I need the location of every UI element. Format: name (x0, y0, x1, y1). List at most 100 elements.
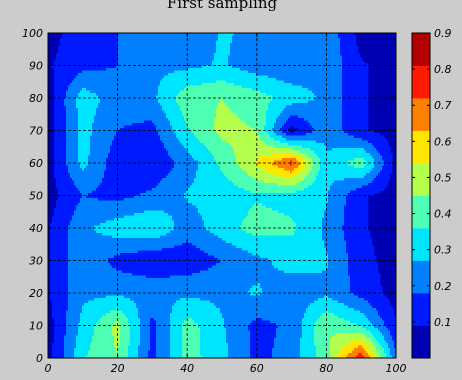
contour-cell (166, 43, 168, 46)
contour-cell (332, 41, 334, 44)
contour-cell (108, 51, 110, 54)
contour-cell (316, 36, 318, 39)
contour-cell (304, 61, 306, 64)
contour-cell (334, 53, 336, 56)
contour-cell (212, 41, 214, 44)
contour-cell (128, 41, 130, 44)
contour-cell (334, 38, 336, 41)
contour-cell (338, 66, 340, 69)
contour-cell (122, 41, 124, 44)
contour-cell (346, 38, 348, 41)
contour-cell (236, 68, 238, 71)
contour-cell (140, 68, 142, 71)
contour-cell (236, 51, 238, 54)
contour-cell (68, 73, 70, 76)
contour-cell (138, 38, 140, 41)
contour-cell (112, 46, 114, 49)
contour-cell (310, 66, 312, 69)
contour-cell (238, 66, 240, 69)
contour-cell (106, 38, 108, 41)
contour-cell (176, 41, 178, 44)
contour-cell (72, 38, 74, 41)
contour-cell (352, 41, 354, 44)
contour-cell (96, 61, 98, 64)
contour-cell (252, 43, 254, 46)
contour-cell (212, 53, 214, 56)
contour-cell (60, 56, 62, 59)
contour-cell (320, 43, 322, 46)
contour-cell (304, 41, 306, 44)
contour-cell (214, 71, 216, 74)
contour-cell (366, 66, 368, 69)
contour-cell (218, 61, 220, 64)
contour-cell (170, 53, 172, 56)
contour-cell (62, 53, 64, 56)
contour-cell (64, 56, 66, 59)
contour-cell (176, 51, 178, 54)
contour-cell (106, 61, 108, 64)
contour-cell (198, 38, 200, 41)
contour-cell (150, 68, 152, 71)
contour-cell (246, 63, 248, 66)
contour-cell (72, 43, 74, 46)
contour-cell (348, 61, 350, 64)
contour-cell (86, 56, 88, 59)
contour-cell (104, 71, 106, 74)
contour-cell (54, 73, 56, 76)
contour-cell (282, 51, 284, 54)
contour-cell (318, 46, 320, 49)
contour-cell (222, 58, 224, 61)
contour-cell (358, 56, 360, 59)
contour-cell (150, 53, 152, 56)
contour-cell (78, 71, 80, 74)
contour-cell (280, 43, 282, 46)
contour-cell (356, 58, 358, 61)
contour-cell (60, 53, 62, 56)
contour-cell (106, 68, 108, 71)
contour-cell (80, 43, 82, 46)
contour-cell (210, 53, 212, 56)
contour-cell (82, 36, 84, 39)
contour-cell (146, 53, 148, 56)
contour-cell (264, 66, 266, 69)
contour-cell (322, 56, 324, 59)
contour-cell (64, 71, 66, 74)
contour-cell (194, 41, 196, 44)
contour-cell (338, 53, 340, 56)
contour-cell (222, 56, 224, 59)
contour-cell (74, 46, 76, 49)
contour-cell (162, 61, 164, 64)
contour-cell (286, 43, 288, 46)
contour-cell (92, 73, 94, 76)
contour-cell (214, 61, 216, 64)
contour-cell (330, 51, 332, 54)
contour-cell (118, 58, 120, 61)
contour-cell (68, 58, 70, 61)
contour-cell (282, 46, 284, 49)
contour-cell (232, 53, 234, 56)
contour-cell (344, 43, 346, 46)
contour-cell (218, 53, 220, 56)
contour-cell (312, 53, 314, 56)
contour-cell (174, 58, 176, 61)
contour-cell (340, 51, 342, 54)
contour-cell (238, 71, 240, 74)
contour-cell (84, 38, 86, 41)
contour-cell (356, 53, 358, 56)
contour-cell (318, 53, 320, 56)
contour-cell (342, 51, 344, 54)
contour-cell (122, 58, 124, 61)
contour-cell (142, 43, 144, 46)
contour-cell (138, 56, 140, 59)
contour-cell (196, 46, 198, 49)
contour-cell (86, 36, 88, 39)
contour-cell (140, 56, 142, 59)
contour-cell (234, 36, 236, 39)
contour-cell (70, 71, 72, 74)
contour-cell (168, 41, 170, 44)
contour-cell (264, 46, 266, 49)
contour-cell (110, 68, 112, 71)
contour-cell (300, 36, 302, 39)
contour-cell (108, 38, 110, 41)
contour-cell (280, 46, 282, 49)
